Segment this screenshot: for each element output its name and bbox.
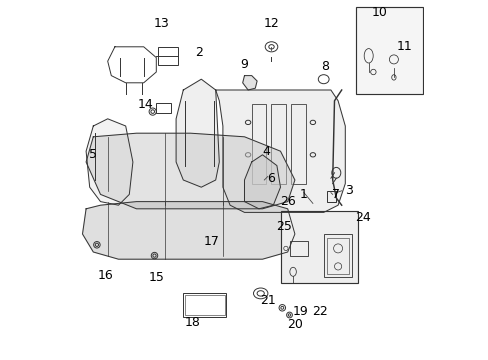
Text: 4: 4: [262, 145, 269, 158]
Text: 21: 21: [260, 294, 275, 307]
Text: 12: 12: [263, 17, 279, 30]
Text: 6: 6: [267, 172, 275, 185]
Bar: [280, 211, 357, 283]
Text: 11: 11: [396, 40, 412, 53]
Bar: [271, 104, 285, 184]
Text: 20: 20: [286, 318, 302, 330]
Text: 1: 1: [299, 188, 307, 201]
Bar: [289, 241, 307, 256]
Text: 17: 17: [204, 235, 220, 248]
Bar: [326, 238, 348, 274]
Polygon shape: [215, 90, 345, 212]
Text: 19: 19: [292, 305, 307, 318]
Text: 26: 26: [279, 195, 295, 208]
Bar: [183, 293, 226, 317]
Text: 22: 22: [311, 305, 327, 318]
Text: 2: 2: [195, 46, 203, 59]
Polygon shape: [86, 133, 294, 209]
Polygon shape: [86, 119, 133, 205]
Text: 9: 9: [240, 58, 248, 71]
Text: 3: 3: [344, 184, 352, 197]
Text: 18: 18: [184, 316, 200, 329]
Text: 15: 15: [148, 271, 164, 284]
Polygon shape: [244, 155, 280, 209]
Bar: [355, 7, 422, 94]
Polygon shape: [176, 79, 219, 187]
Text: 8: 8: [321, 60, 329, 73]
Text: 7: 7: [332, 188, 340, 201]
Bar: [158, 47, 178, 65]
Bar: [185, 295, 224, 315]
Polygon shape: [82, 202, 294, 259]
Text: 24: 24: [355, 211, 370, 224]
Polygon shape: [242, 76, 257, 90]
Bar: [251, 104, 265, 184]
Text: 14: 14: [137, 98, 153, 111]
Text: 5: 5: [89, 148, 97, 161]
Text: 10: 10: [371, 6, 386, 19]
Bar: [156, 103, 170, 113]
Bar: [323, 234, 352, 277]
Text: 25: 25: [276, 220, 291, 233]
Bar: [326, 191, 336, 202]
Text: 16: 16: [98, 269, 114, 282]
Bar: [291, 104, 305, 184]
Text: 13: 13: [154, 17, 169, 30]
